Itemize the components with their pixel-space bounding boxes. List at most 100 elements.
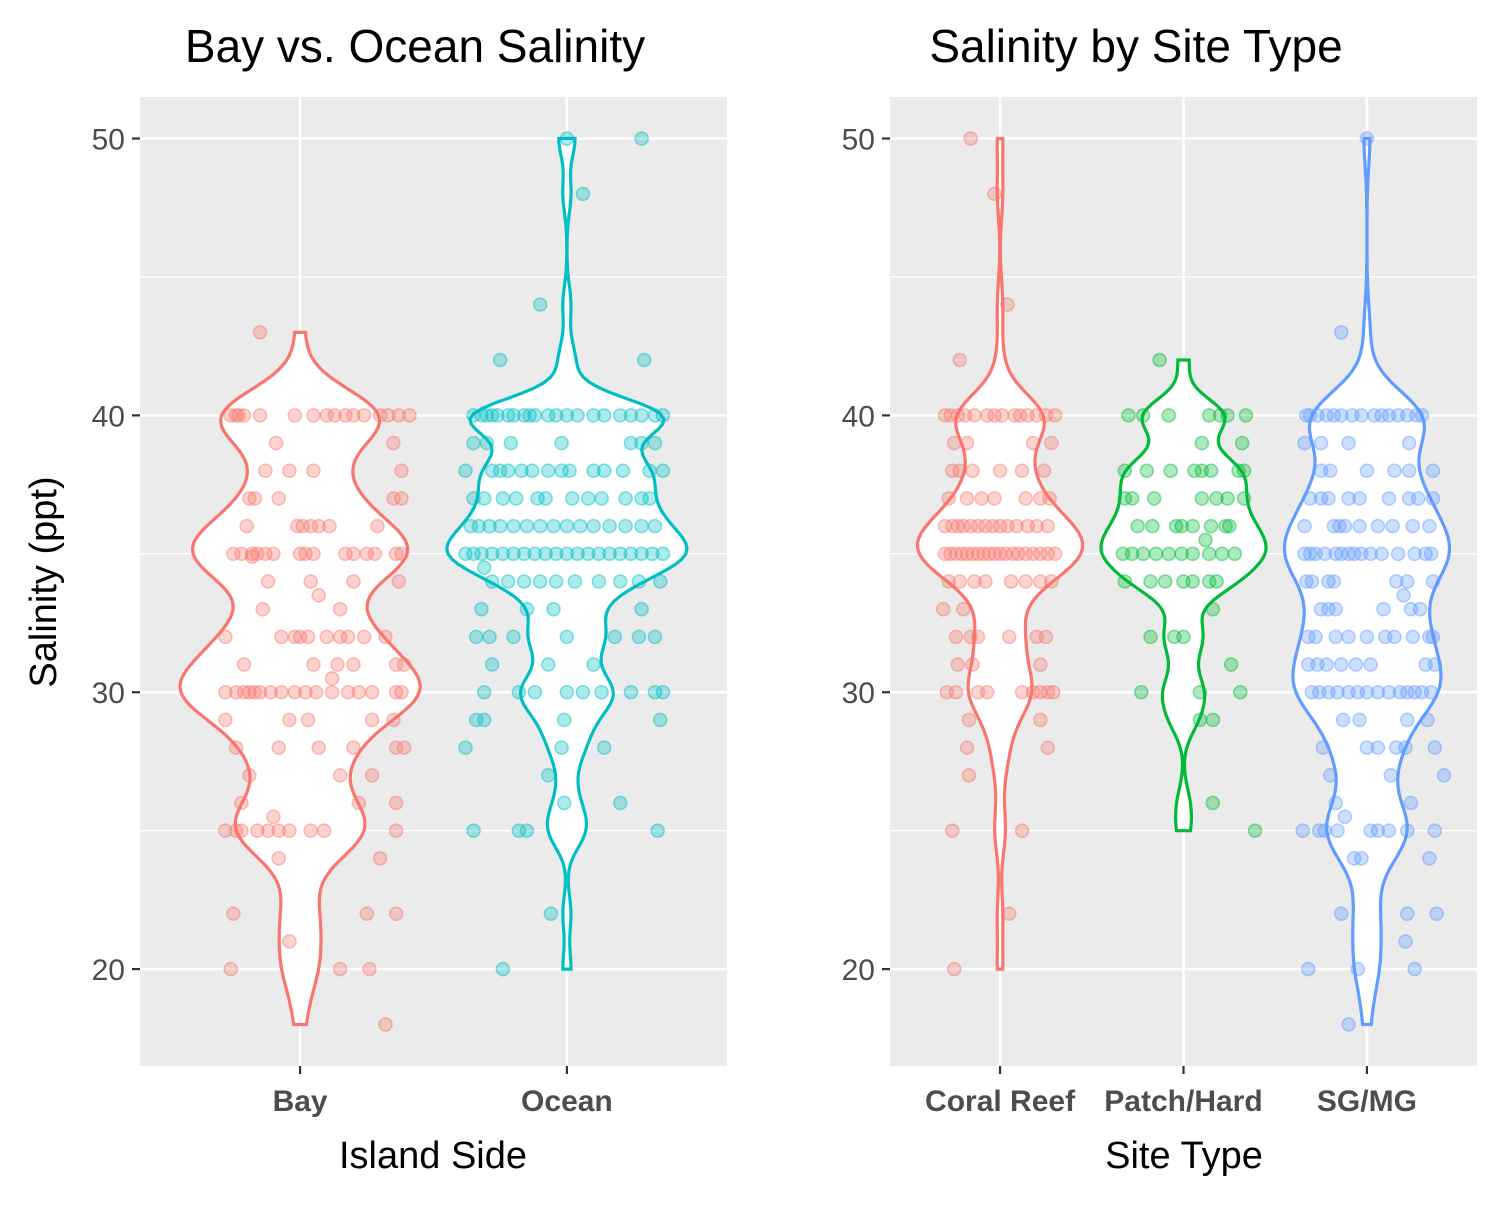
data-point-bay — [226, 546, 241, 562]
data-point-bay — [218, 712, 233, 728]
data-point-sg-mg — [1337, 518, 1353, 534]
data-point-bay — [351, 684, 367, 700]
data-point-ocean — [471, 518, 487, 534]
plot-area — [178, 131, 689, 1032]
data-point-coral-reef — [943, 408, 958, 423]
data-point-ocean — [492, 463, 508, 479]
data-point-coral-reef — [952, 463, 968, 479]
data-point-patch-hard — [1185, 546, 1200, 562]
data-point-sg-mg — [1302, 408, 1318, 423]
data-point-sg-mg — [1300, 657, 1316, 672]
data-point-bay — [338, 546, 353, 562]
data-point-bay — [228, 684, 244, 700]
data-point-bay — [266, 809, 281, 825]
data-point-bay — [247, 684, 263, 700]
data-point-sg-mg — [1354, 546, 1369, 562]
data-point-coral-reef — [948, 546, 964, 562]
data-point-sg-mg — [1370, 740, 1386, 755]
data-point-coral-reef — [945, 823, 960, 838]
data-point-sg-mg — [1407, 684, 1422, 700]
data-point-patch-hard — [1222, 518, 1237, 534]
data-point-ocean — [631, 629, 647, 645]
data-point-coral-reef — [952, 352, 968, 368]
data-point-coral-reef — [937, 408, 953, 423]
data-point-bay — [311, 518, 327, 534]
data-point-coral-reef — [963, 131, 979, 146]
data-point-bay — [364, 712, 380, 728]
data-point-ocean — [516, 546, 532, 562]
data-point-bay — [306, 408, 321, 423]
data-point-ocean — [623, 408, 639, 423]
data-point-coral-reef — [1033, 712, 1048, 728]
data-point-ocean — [468, 629, 484, 645]
data-point-coral-reef — [970, 518, 986, 534]
data-point-sg-mg — [1399, 823, 1415, 838]
data-point-ocean — [466, 408, 481, 423]
data-point-ocean — [591, 546, 607, 562]
data-point-bay — [258, 546, 273, 562]
data-point-bay — [292, 629, 308, 645]
data-point-patch-hard — [1117, 574, 1133, 589]
data-point-ocean — [519, 518, 535, 534]
data-point-patch-hard — [1161, 408, 1177, 423]
data-point-sg-mg — [1300, 629, 1316, 645]
data-point-sg-mg — [1425, 629, 1441, 645]
data-point-sg-mg — [1310, 657, 1325, 672]
data-point-bay — [396, 657, 412, 672]
data-point-patch-hard — [1124, 546, 1140, 562]
data-point-coral-reef — [961, 712, 977, 728]
data-point-patch-hard — [1192, 712, 1208, 728]
data-point-coral-reef — [959, 740, 975, 755]
data-point-coral-reef — [1033, 491, 1048, 506]
data-point-patch-hard — [1236, 463, 1252, 479]
data-point-ocean — [559, 546, 575, 562]
data-point-patch-hard — [1161, 546, 1177, 562]
data-point-coral-reef — [941, 574, 957, 589]
data-point-bay — [303, 823, 319, 838]
data-point-ocean — [484, 574, 500, 589]
data-point-ocean — [642, 491, 657, 506]
data-point-sg-mg — [1370, 823, 1386, 838]
data-point-bay — [356, 408, 372, 423]
data-point-bay — [319, 408, 335, 423]
data-point-bay — [234, 795, 249, 811]
data-point-coral-reef — [1045, 684, 1061, 700]
data-point-ocean — [602, 546, 617, 562]
data-point-ocean — [575, 186, 591, 202]
data-point-sg-mg — [1352, 518, 1367, 534]
data-point-ocean — [634, 491, 649, 506]
data-point-ocean — [594, 491, 609, 506]
data-point-ocean — [655, 546, 671, 562]
data-point-ocean — [508, 491, 524, 506]
data-point-ocean — [484, 657, 500, 672]
data-point-coral-reef — [957, 408, 973, 423]
data-point-bay — [386, 435, 401, 451]
data-point-bay — [236, 408, 252, 423]
data-point-bay — [322, 518, 337, 534]
data-point-coral-reef — [992, 518, 1008, 534]
data-point-ocean — [594, 684, 609, 700]
data-point-bay — [372, 851, 388, 866]
data-point-patch-hard — [1176, 574, 1191, 589]
data-point-coral-reef — [1047, 546, 1063, 562]
data-point-bay — [372, 408, 388, 423]
data-point-coral-reef — [987, 186, 1002, 202]
x-tick-label-bay: Bay — [273, 1085, 328, 1118]
data-point-ocean — [495, 961, 511, 977]
data-point-patch-hard — [1157, 574, 1173, 589]
data-point-coral-reef — [1029, 629, 1045, 645]
data-point-bay — [244, 549, 260, 564]
data-point-sg-mg — [1311, 684, 1327, 700]
data-point-coral-reef — [965, 657, 980, 672]
data-point-ocean — [479, 408, 495, 423]
data-point-bay — [298, 546, 313, 562]
data-point-patch-hard — [1117, 463, 1133, 479]
data-point-ocean — [495, 546, 511, 562]
data-point-bay — [287, 629, 303, 645]
data-point-sg-mg — [1370, 518, 1386, 534]
data-point-ocean — [458, 546, 473, 562]
data-point-bay — [367, 546, 383, 562]
data-point-coral-reef — [967, 408, 982, 423]
data-point-bay — [332, 767, 348, 783]
data-point-bay — [282, 823, 297, 838]
